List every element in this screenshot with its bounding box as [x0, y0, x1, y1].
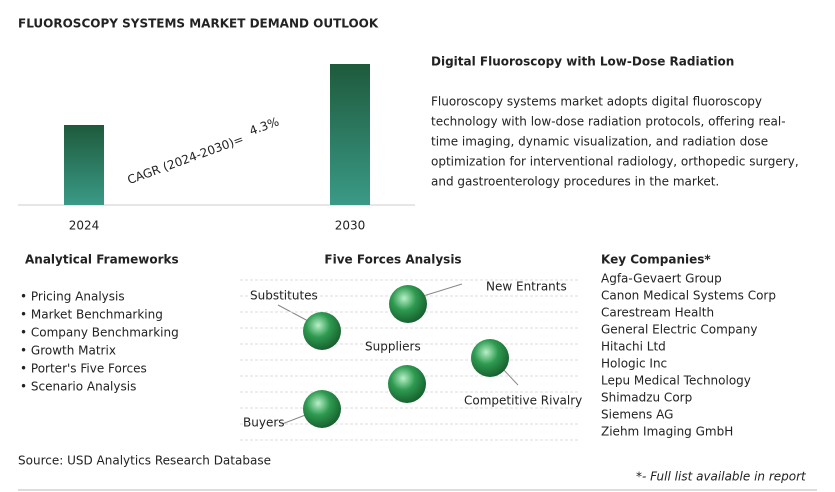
highlight-heading: Digital Fluoroscopy with Low-Dose Radiat… [431, 55, 734, 69]
force-label: New Entrants [486, 280, 567, 294]
source: Source: USD Analytics Research Database [18, 454, 271, 468]
highlight-line: Fluoroscopy systems market adopts digita… [431, 95, 762, 109]
company-item: Carestream Health [601, 306, 714, 320]
bar [64, 125, 104, 205]
footnote: *- Full list available in report [636, 470, 807, 484]
company-item: Siemens AG [601, 408, 673, 422]
highlight-line: technology with low-dose radiation proto… [431, 115, 786, 129]
x-tick-label: 2024 [69, 219, 100, 233]
force-label: Buyers [243, 416, 285, 430]
forces-heading: Five Forces Analysis [324, 253, 461, 267]
highlight-line: optimization for interventional radiolog… [431, 155, 799, 169]
company-item: Agfa-Gevaert Group [601, 272, 722, 286]
highlight-line: and gastroenterology procedures in the m… [431, 175, 719, 189]
framework-item: • Growth Matrix [20, 344, 116, 358]
framework-item: • Scenario Analysis [20, 380, 136, 394]
company-item: Hitachi Ltd [601, 340, 666, 354]
company-item: Shimadzu Corp [601, 391, 692, 405]
companies-heading: Key Companies* [601, 253, 711, 267]
company-item: Hologic Inc [601, 357, 667, 371]
force-label: Suppliers [365, 340, 421, 354]
framework-item: • Pricing Analysis [20, 290, 125, 304]
framework-item: • Company Benchmarking [20, 326, 179, 340]
sphere [471, 339, 509, 377]
framework-item: • Market Benchmarking [20, 308, 163, 322]
framework-item: • Porter's Five Forces [20, 362, 147, 376]
force-label: Competitive Rivalry [464, 394, 582, 408]
force-label: Substitutes [250, 289, 318, 303]
sphere [389, 285, 427, 323]
x-tick-label: 2030 [335, 219, 366, 233]
title: FLUOROSCOPY SYSTEMS MARKET DEMAND OUTLOO… [18, 17, 379, 31]
sphere [303, 312, 341, 350]
company-item: Ziehm Imaging GmbH [601, 425, 733, 439]
sphere [388, 365, 426, 403]
cagr-label: CAGR (2024-2030)= [125, 132, 245, 187]
company-item: Canon Medical Systems Corp [601, 289, 776, 303]
company-item: General Electric Company [601, 323, 757, 337]
bar [330, 64, 370, 205]
sphere [303, 390, 341, 428]
highlight-line: time imaging, dynamic visualization, and… [431, 135, 768, 149]
cagr-value: 4.3% [247, 115, 280, 139]
frameworks-heading: Analytical Frameworks [25, 253, 179, 267]
connectors [277, 283, 519, 425]
company-item: Lepu Medical Technology [601, 374, 751, 388]
